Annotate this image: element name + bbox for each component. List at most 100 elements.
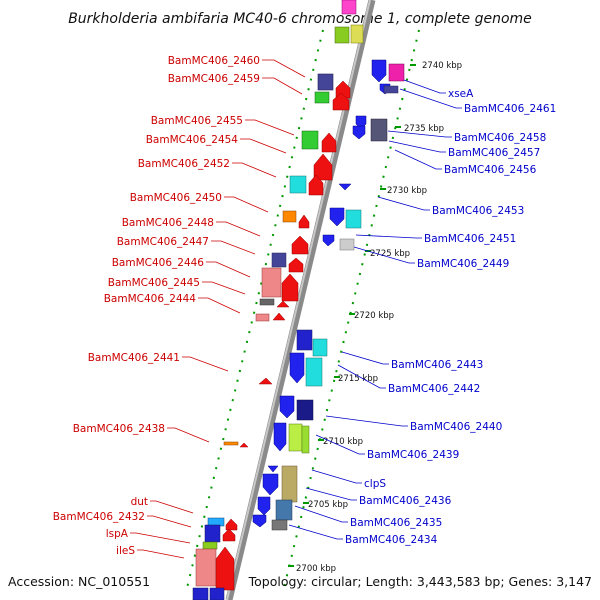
gene-label[interactable]: BamMC406_2453 (432, 205, 524, 217)
gene-arrow (321, 132, 337, 153)
gene-label[interactable]: xseA (448, 88, 474, 100)
gene-box (259, 298, 275, 306)
backbone-line (225, 0, 376, 600)
gene-arrow (215, 546, 235, 591)
gene-arrow (258, 377, 273, 385)
map-title: Burkholderia ambifaria MC40-6 chromosome… (68, 11, 532, 27)
kbp-label: 2700 kbp (296, 564, 336, 574)
gene-arrow (291, 235, 309, 255)
gene-arrow (267, 465, 279, 473)
gene-arrow (279, 395, 295, 419)
track-guides (185, 29, 420, 593)
gene-box (202, 541, 218, 550)
gene-arrow (338, 183, 352, 191)
gene-label[interactable]: lspA (106, 528, 129, 540)
gene-label[interactable]: BamMC406_2461 (464, 103, 556, 115)
gene-arrow (332, 92, 350, 111)
gene-label[interactable]: BamMC406_2440 (410, 421, 502, 433)
forward-leader-lines (130, 59, 306, 559)
gene-label[interactable]: dut (131, 496, 148, 508)
kbp-label: 2735 kbp (404, 124, 444, 134)
gene-label[interactable]: BamMC406_2455 (151, 115, 243, 127)
gene-box (204, 524, 221, 543)
gene-label[interactable]: BamMC406_2439 (367, 449, 459, 461)
reverse-leader-lines (288, 79, 462, 540)
gene-arrow (257, 496, 271, 516)
gene-box (271, 252, 287, 268)
gene-box (314, 91, 330, 104)
gene-box (339, 238, 355, 251)
gene-arrow (322, 234, 335, 247)
gene-box (334, 26, 350, 44)
gene-label[interactable]: BamMC406_2452 (138, 158, 230, 170)
gene-label[interactable]: clpS (364, 478, 386, 490)
outer-reverse-guide (282, 29, 420, 593)
gene-label[interactable]: BamMC406_2451 (424, 233, 516, 245)
gene-label[interactable]: BamMC406_2446 (112, 257, 205, 269)
gene-arrow (272, 312, 286, 321)
gene-label[interactable]: BamMC406_2435 (350, 517, 442, 529)
topology-text: Topology: circular; Length: 3,443,583 bp… (248, 574, 592, 589)
gene-label[interactable]: BamMC406_2442 (388, 383, 480, 395)
gene-label[interactable]: ileS (116, 545, 135, 557)
top-genes (334, 0, 364, 44)
gene-label[interactable]: BamMC406_2445 (108, 277, 200, 289)
kbp-tick-marks (288, 64, 416, 567)
gene-label[interactable]: BamMC406_2454 (146, 134, 239, 146)
gene-label[interactable]: BamMC406_2459 (168, 73, 260, 85)
gene-label[interactable]: BamMC406_2441 (88, 352, 180, 364)
gene-box (345, 209, 362, 229)
gene-label[interactable]: BamMC406_2456 (444, 164, 537, 176)
gene-label[interactable]: BamMC406_2432 (53, 511, 145, 523)
gene-arrow (289, 352, 305, 384)
gene-label[interactable]: BamMC406_2444 (104, 293, 197, 305)
gene-box (275, 499, 293, 521)
gene-arrow (352, 125, 366, 140)
gene-box (301, 425, 310, 454)
gene-box (281, 465, 298, 503)
gene-label[interactable]: BamMC406_2458 (454, 132, 546, 144)
gene-box (195, 548, 217, 587)
kbp-label: 2715 kbp (338, 374, 378, 384)
gene-label[interactable]: BamMC406_2449 (417, 258, 509, 270)
gene-label[interactable]: BamMC406_2460 (168, 55, 260, 67)
reverse-gene-labels: xseA BamMC406_2461 BamMC406_2458 BamMC40… (345, 88, 556, 546)
gene-label[interactable]: BamMC406_2450 (130, 192, 222, 204)
gene-label[interactable]: BamMC406_2448 (122, 217, 214, 229)
gene-arrow (273, 422, 287, 452)
gene-arrow (281, 273, 299, 302)
gene-arrow (239, 442, 249, 448)
gene-box (261, 267, 282, 298)
gene-box (223, 441, 239, 446)
gene-arrow (308, 174, 324, 196)
gene-label[interactable]: BamMC406_2434 (345, 534, 438, 546)
gene-box (388, 63, 405, 82)
kbp-label: 2705 kbp (308, 500, 348, 510)
reverse-gene-glyphs (252, 59, 405, 531)
gene-box (301, 130, 319, 150)
gene-box (312, 338, 328, 357)
accession-text: Accession: NC_010551 (8, 574, 150, 589)
gene-label[interactable]: BamMC406_2447 (117, 236, 209, 248)
gene-box (255, 313, 270, 322)
gene-arrow (225, 518, 238, 531)
kbp-label: 2725 kbp (370, 249, 410, 259)
gene-label[interactable]: BamMC406_2438 (73, 423, 165, 435)
gene-box (305, 357, 323, 387)
gene-box (341, 0, 357, 15)
gene-label[interactable]: BamMC406_2457 (448, 147, 540, 159)
gene-arrow (335, 80, 351, 99)
gene-arrow (222, 528, 236, 542)
gene-box (317, 73, 334, 91)
gene-box (192, 587, 209, 600)
kbp-label: 2710 kbp (323, 437, 363, 447)
gene-label[interactable]: BamMC406_2443 (391, 359, 483, 371)
gene-arrow (288, 257, 304, 273)
gene-arrow (276, 300, 290, 308)
gene-arrow (262, 473, 279, 496)
gene-arrow (371, 59, 387, 83)
gene-label[interactable]: BamMC406_2436 (359, 495, 452, 507)
kbp-label: 2730 kbp (387, 186, 427, 196)
